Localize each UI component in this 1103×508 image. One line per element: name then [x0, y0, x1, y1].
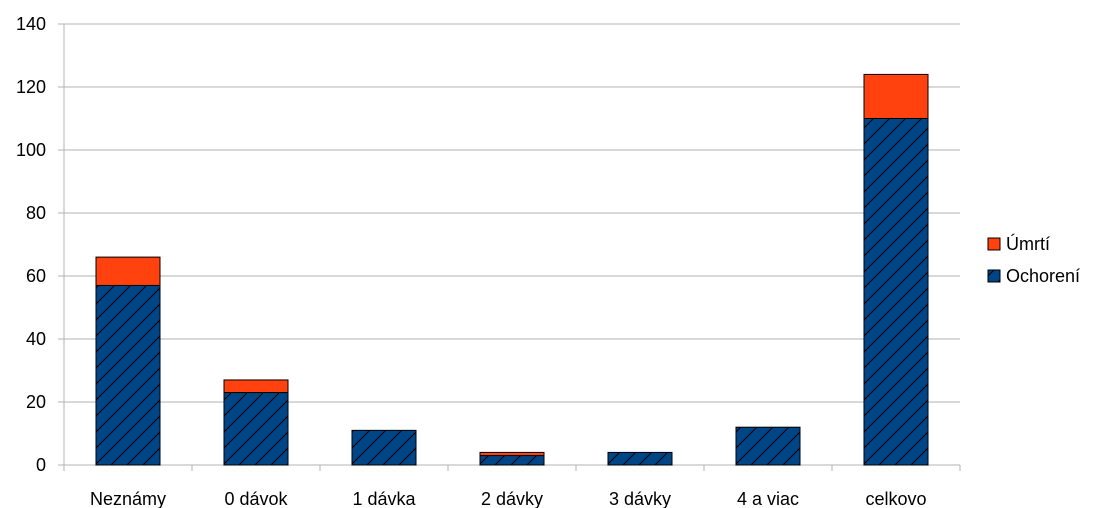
bar-ochoreni-2	[351, 429, 417, 466]
axes	[58, 23, 961, 471]
bar-umrti-1	[223, 379, 289, 394]
bar-ochoreni-3	[479, 455, 545, 466]
y-tick-label: 20	[26, 392, 46, 412]
y-tick-label: 120	[16, 77, 46, 97]
legend-label-ochoreni: Ochorení	[1006, 266, 1080, 286]
bar-umrti-0	[95, 256, 161, 286]
x-tick-label: 3 dávky	[609, 489, 671, 508]
legend-swatch-ochoreni	[987, 269, 1001, 283]
bar-umrti-3	[479, 451, 545, 457]
x-tick-label: Neznámy	[90, 489, 166, 508]
x-tick-labels: Neznámy 0 dávok 1 dávka 2 dávky 3 dávky 4 a v…	[90, 489, 927, 508]
bar-ochoreni-5	[735, 426, 801, 466]
y-tick-label: 140	[16, 14, 46, 34]
legend: Úmrtí Ochorení	[987, 233, 1080, 286]
y-tick-label: 0	[36, 455, 46, 475]
gridlines	[64, 23, 960, 466]
x-tick-label: celkovo	[865, 489, 926, 508]
y-tick-label: 80	[26, 203, 46, 223]
x-tick-label: 1 dávka	[352, 489, 416, 508]
x-tick-label: 4 a viac	[737, 489, 799, 508]
y-tick-labels: 0 20 40 60 80 100 120 140	[16, 14, 46, 475]
y-tick-label: 40	[26, 329, 46, 349]
bar-ochoreni-6	[863, 118, 929, 466]
bar-ochoreni-4	[607, 451, 673, 466]
x-tick-label: 0 dávok	[224, 489, 288, 508]
bar-ochoreni-1	[223, 392, 289, 466]
bar-umrti-6	[863, 73, 929, 119]
y-tick-label: 100	[16, 140, 46, 160]
bars	[95, 73, 929, 466]
y-tick-label: 60	[26, 266, 46, 286]
legend-swatch-umrti	[987, 237, 1001, 251]
legend-label-umrti: Úmrtí	[1006, 233, 1050, 254]
x-tick-label: 2 dávky	[481, 489, 543, 508]
bar-ochoreni-0	[95, 284, 161, 466]
